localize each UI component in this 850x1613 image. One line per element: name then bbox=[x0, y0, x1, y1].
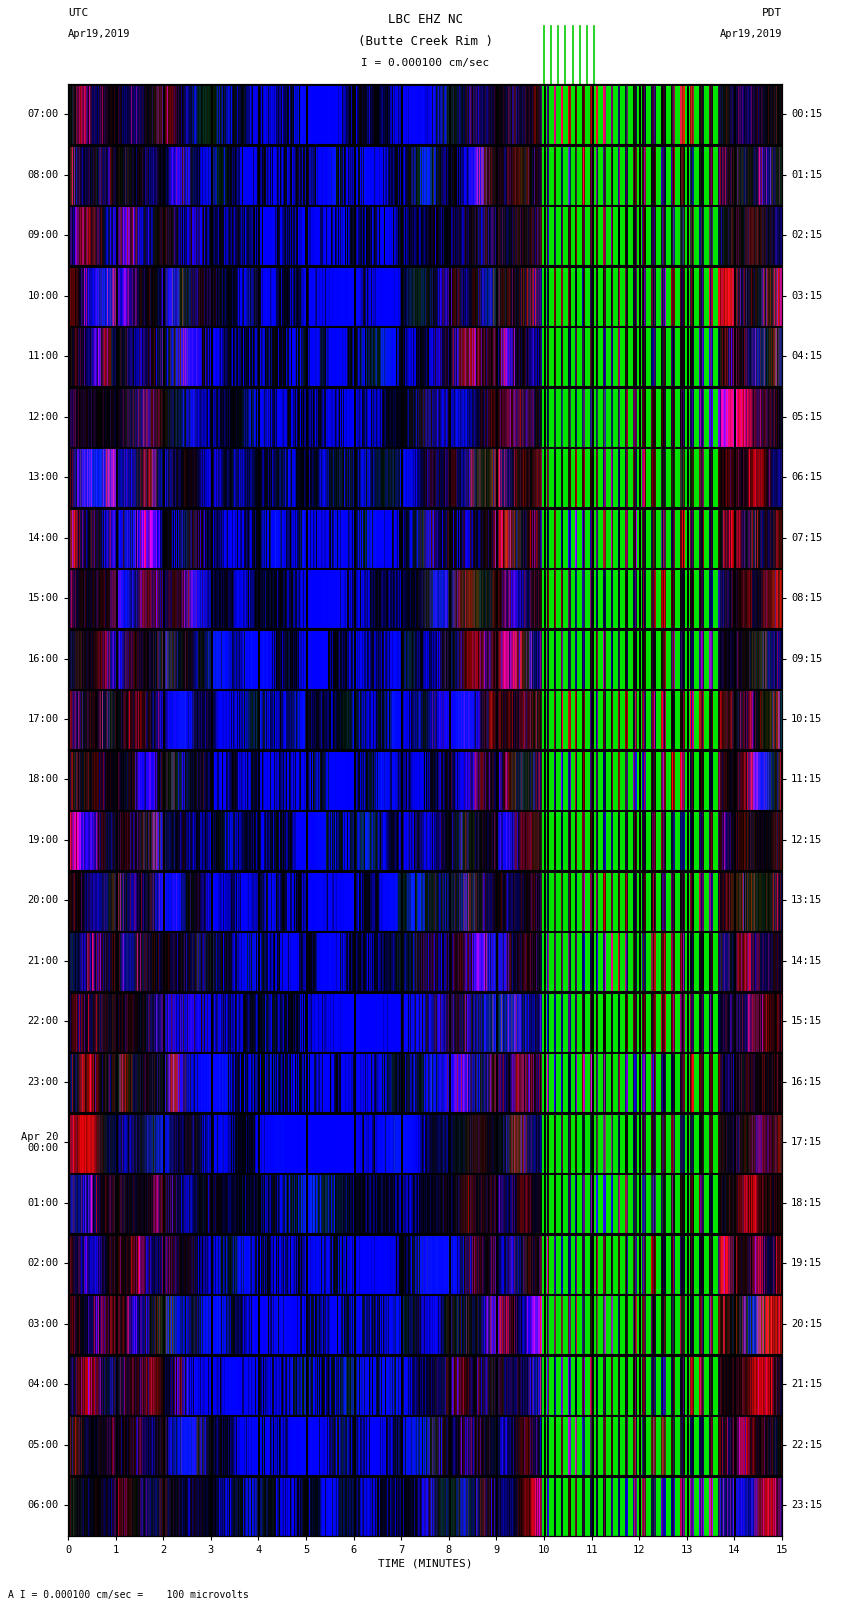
Text: I = 0.000100 cm/sec: I = 0.000100 cm/sec bbox=[361, 58, 489, 68]
Text: UTC: UTC bbox=[68, 8, 88, 18]
Text: A I = 0.000100 cm/sec =    100 microvolts: A I = 0.000100 cm/sec = 100 microvolts bbox=[8, 1590, 249, 1600]
Text: LBC EHZ NC: LBC EHZ NC bbox=[388, 13, 462, 26]
Text: PDT: PDT bbox=[762, 8, 782, 18]
X-axis label: TIME (MINUTES): TIME (MINUTES) bbox=[377, 1558, 473, 1569]
Text: Apr19,2019: Apr19,2019 bbox=[719, 29, 782, 39]
Text: (Butte Creek Rim ): (Butte Creek Rim ) bbox=[358, 35, 492, 48]
Text: Apr19,2019: Apr19,2019 bbox=[68, 29, 131, 39]
